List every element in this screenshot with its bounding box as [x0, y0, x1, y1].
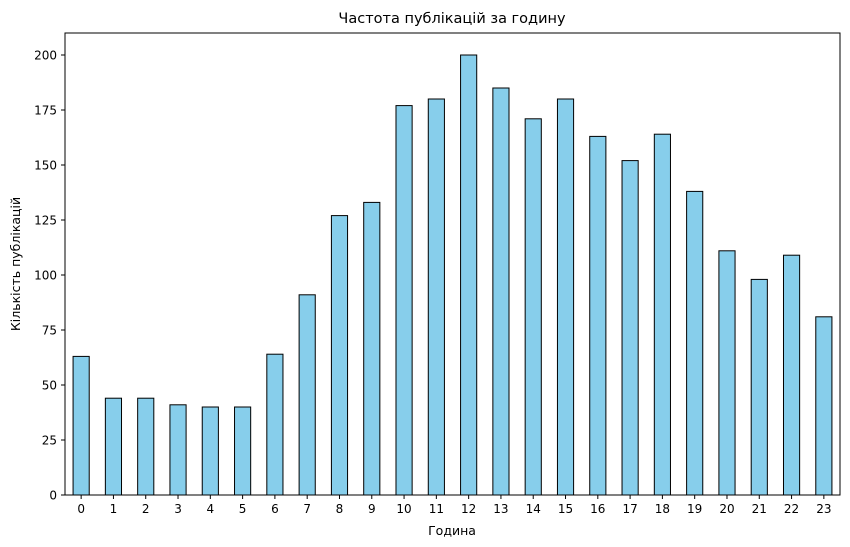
bar-hour-22 [782, 254, 801, 496]
bar-hour-6 [266, 353, 284, 496]
bar-hour-4 [201, 406, 219, 496]
x-axis-label: Година [428, 523, 476, 538]
y-tick-label: 25 [42, 434, 57, 448]
x-tick-label: 23 [816, 502, 831, 516]
x-tick-label: 11 [429, 502, 444, 516]
x-tick-label: 18 [655, 502, 670, 516]
bar-hour-9 [363, 201, 381, 496]
x-tick-label: 3 [174, 502, 182, 516]
bar-hour-8 [330, 215, 349, 496]
bar-hour-7 [298, 294, 316, 496]
bar-hour-5 [234, 406, 252, 496]
x-tick-label: 15 [558, 502, 573, 516]
plot-frame [64, 32, 841, 496]
bar-hour-12 [460, 54, 478, 496]
x-tick-label: 19 [687, 502, 702, 516]
x-tick-label: 4 [206, 502, 214, 516]
bar-hour-15 [556, 98, 575, 496]
y-tick-label: 200 [34, 49, 57, 63]
x-tick-label: 14 [526, 502, 541, 516]
chart-title: Частота публікацій за годину [338, 11, 566, 27]
x-tick-label: 17 [622, 502, 637, 516]
bar-hour-10 [395, 105, 413, 496]
y-tick-label: 150 [34, 159, 57, 173]
bar-hour-23 [815, 316, 833, 496]
y-tick-label: 0 [49, 489, 57, 503]
x-tick-label: 20 [719, 502, 734, 516]
bar-hour-0 [72, 355, 90, 496]
bar-hour-17 [621, 160, 639, 496]
x-tick-label: 5 [239, 502, 247, 516]
bar-hour-3 [169, 404, 187, 496]
bar-hour-13 [492, 87, 510, 496]
bar-hour-19 [686, 190, 704, 496]
bars-layer [72, 54, 833, 496]
y-tick-label: 125 [34, 214, 57, 228]
x-tick-label: 21 [752, 502, 767, 516]
x-tick-label: 22 [784, 502, 799, 516]
axes-layer [64, 32, 841, 496]
x-tick-label: 12 [461, 502, 476, 516]
bar-hour-1 [104, 397, 123, 496]
y-tick-label: 100 [34, 269, 57, 283]
bar-hour-2 [137, 397, 155, 496]
y-axis-label: Кількість публікацій [8, 197, 23, 331]
x-tick-label: 8 [336, 502, 344, 516]
x-tick-label: 2 [142, 502, 150, 516]
bar-hour-11 [427, 98, 445, 496]
x-tick-label: 16 [590, 502, 605, 516]
bar-hour-14 [524, 118, 542, 496]
x-tick-label: 9 [368, 502, 376, 516]
bar-hour-18 [653, 133, 671, 496]
y-tick-label: 50 [42, 379, 57, 393]
bar-hour-16 [589, 135, 607, 496]
x-tick-label: 0 [77, 502, 85, 516]
y-tick-label: 75 [42, 324, 57, 338]
x-tick-label: 6 [271, 502, 279, 516]
y-tick-label: 175 [34, 104, 57, 118]
x-tick-label: 1 [110, 502, 118, 516]
x-tick-label: 7 [303, 502, 311, 516]
bar-hour-21 [750, 278, 768, 496]
x-tick-label: 13 [493, 502, 508, 516]
x-tick-label: 10 [396, 502, 411, 516]
bar-hour-20 [718, 250, 736, 496]
